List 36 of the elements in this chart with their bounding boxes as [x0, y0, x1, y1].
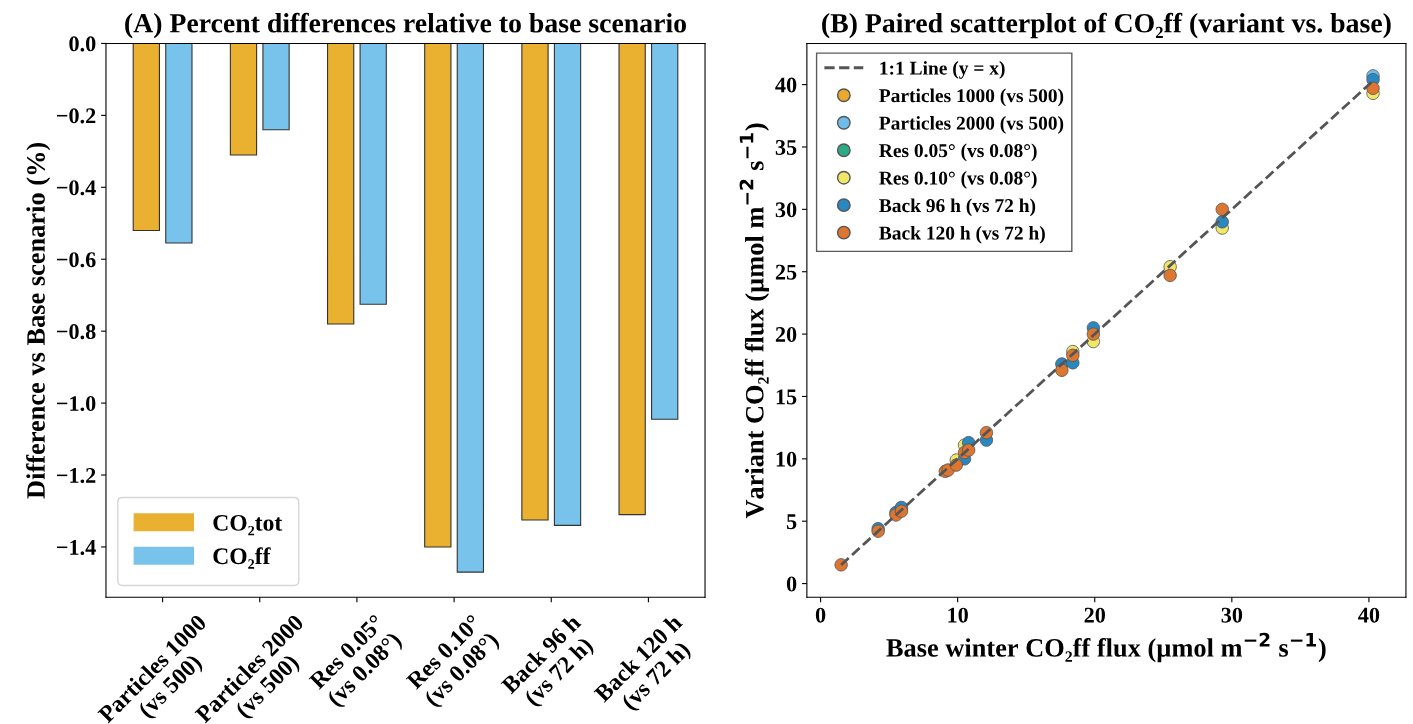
legend-label: Res 0.10° (vs 0.08°) — [879, 171, 1037, 189]
y-tick-label: 25 — [775, 264, 797, 280]
y-tick-label: −0.6 — [56, 252, 96, 268]
legend-label: Back 120 h (vs 72 h) — [879, 225, 1045, 244]
y-tick-label: −0.8 — [56, 324, 96, 340]
y-tick-label: −1.0 — [56, 396, 96, 412]
legend-label: Back 96 h (vs 72 h) — [879, 198, 1036, 217]
x-tick-label: 30 — [1221, 607, 1243, 623]
y-tick-label: 30 — [775, 202, 797, 218]
y-axis-title: Difference vs Base scenario (%) — [26, 142, 51, 499]
chart-title: (A) Percent differences relative to base scenario — [125, 12, 687, 39]
x-tick-label: 10 — [948, 607, 968, 623]
y-tick-label: −0.2 — [56, 108, 96, 124]
x-tick-label: 40 — [1358, 607, 1380, 623]
y-tick-label: −0.4 — [56, 180, 96, 196]
y-tick-label: 0 — [786, 576, 797, 592]
x-tick-label: 0 — [815, 607, 826, 623]
y-tick-label: 35 — [775, 139, 797, 155]
x-tick-label: 20 — [1084, 607, 1106, 623]
y-tick-label: 40 — [775, 77, 797, 93]
y-tick-label: 5 — [786, 514, 797, 530]
y-axis-title: Variant CO₂ff flux (µmol m$^{−2}$ s$^{−1}$) — [739, 123, 769, 519]
y-tick-label: −1.2 — [56, 468, 96, 484]
chart-title: (B) Paired scatterplot of CO₂ff (variant vs. base) — [822, 12, 1391, 39]
y-tick-label: 15 — [776, 389, 797, 405]
y-tick-label: 0.0 — [69, 36, 96, 52]
y-tick-label: 10 — [776, 451, 797, 467]
y-tick-label: 20 — [775, 327, 797, 343]
x-axis-title: Base winter CO₂ff flux (µmol m$^{−2}$ s$^{−1}$) — [886, 632, 1326, 663]
legend-label: CO₂tot — [213, 514, 283, 536]
legend-label: Particles 1000 (vs 500) — [879, 88, 1064, 107]
legend-label: 1:1 Line (y = x) — [880, 61, 1005, 79]
y-tick-label: −1.4 — [56, 539, 96, 555]
legend-label: Particles 2000 (vs 500) — [879, 116, 1064, 134]
legend-label: Res 0.05° (vs 0.08°) — [879, 143, 1037, 162]
legend-label: CO₂ff — [213, 547, 271, 569]
